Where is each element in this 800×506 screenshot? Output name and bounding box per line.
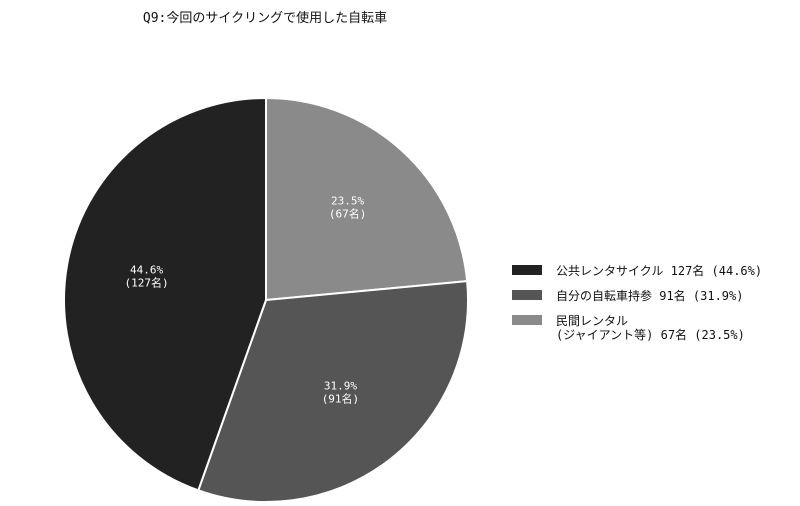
legend-label-2: 自分の自転車持参 91名 (31.9%) (556, 288, 743, 303)
pie-slices (63, 96, 469, 503)
slice-label-count-1: (127名) (125, 275, 169, 289)
slice-label-count-2: (91名) (322, 392, 360, 406)
slice-label-pct-2: 31.9% (324, 380, 357, 393)
legend-swatch-3 (512, 315, 542, 325)
chart-title: Q9:今回のサイクリングで使用した自転車 (143, 10, 387, 26)
legend: 公共レンタサイクル 127名 (44.6%) 自分の自転車持参 91名 (31.9… (512, 263, 762, 342)
pie-slice-labels: 23.5%(67名) 31.9%(91名) 44.6%(127名) (125, 194, 367, 405)
pie-slice-3 (265, 96, 469, 302)
legend-swatch-2 (512, 290, 542, 300)
legend-label-3-line-2: (ジャイアント等) 67名 (23.5%) (556, 327, 745, 342)
pie-slice-2 (197, 280, 469, 503)
pie-slice-1 (63, 96, 267, 492)
legend-swatch-1 (512, 265, 542, 275)
legend-label-3-line-1: 民間レンタル (556, 314, 628, 328)
slice-label-pct-3: 23.5% (331, 194, 364, 207)
slice-label-count-3: (67名) (329, 206, 367, 220)
legend-label-1: 公共レンタサイクル 127名 (44.6%) (556, 263, 762, 278)
slice-label-pct-1: 44.6% (130, 263, 163, 276)
